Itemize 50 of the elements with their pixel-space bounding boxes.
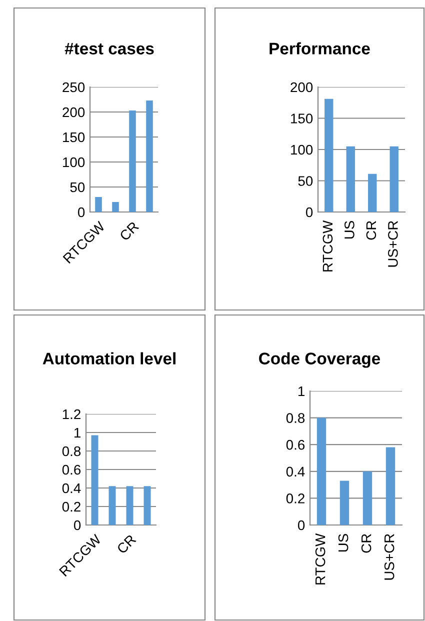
- y-tick-label: 0.2: [286, 494, 304, 504]
- y-tick-label: 100: [63, 157, 85, 168]
- bar: [146, 100, 153, 212]
- y-tick-label: 150: [63, 132, 85, 142]
- x-tick-label: US: [338, 534, 348, 552]
- y-tick-label: 150: [291, 114, 313, 124]
- y-tick-label: 200: [290, 82, 313, 92]
- bar: [386, 447, 396, 525]
- bar: [95, 197, 102, 212]
- bar: [362, 471, 372, 525]
- x-tick-label: US+CR: [384, 534, 394, 580]
- bar: [340, 480, 350, 525]
- y-tick-label: 0.6: [286, 440, 305, 450]
- bar: [324, 98, 334, 212]
- x-tick-label: CR: [116, 534, 137, 554]
- y-tick-label: 200: [62, 107, 85, 118]
- x-tick-label: CR: [366, 220, 376, 240]
- x-tick-label: RTCGW: [322, 220, 333, 272]
- bar: [112, 202, 119, 212]
- bar: [346, 146, 355, 212]
- chart-title: Code Coverage: [259, 352, 380, 368]
- bar: [316, 418, 326, 525]
- x-tick-label: RTCGW: [315, 533, 326, 584]
- chart-title: Performance: [270, 42, 370, 54]
- y-tick-label: 0.6: [62, 464, 81, 475]
- y-tick-label: 1.2: [62, 409, 80, 420]
- y-tick-label: 0.2: [62, 502, 80, 512]
- y-tick-label: 0: [78, 207, 85, 218]
- y-tick-label: 50: [70, 182, 85, 192]
- y-tick-label: 50: [298, 176, 313, 186]
- y-tick-label: 100: [291, 144, 313, 155]
- x-tick-label: CR: [119, 221, 140, 242]
- y-tick-label: 0.4: [62, 483, 81, 494]
- y-tick-label: 0: [306, 207, 313, 218]
- y-tick-label: 1: [74, 428, 80, 438]
- x-tick-label: CR: [361, 534, 372, 553]
- y-tick-label: 1: [298, 386, 304, 396]
- chart-title: Automation level: [42, 352, 176, 364]
- bar: [368, 174, 377, 212]
- bar: [390, 146, 398, 212]
- y-tick-label: 0: [298, 520, 305, 530]
- y-tick-label: 0.4: [286, 466, 305, 477]
- y-tick-label: 250: [62, 82, 85, 92]
- bar: [129, 110, 136, 212]
- y-tick-label: 0.8: [286, 413, 305, 423]
- y-tick-label: 0: [74, 520, 81, 530]
- chart-title: #test cases: [64, 42, 154, 54]
- x-tick-label: US+CR: [388, 220, 398, 267]
- x-tick-label: US: [344, 220, 354, 239]
- y-tick-label: 0.8: [62, 446, 81, 456]
